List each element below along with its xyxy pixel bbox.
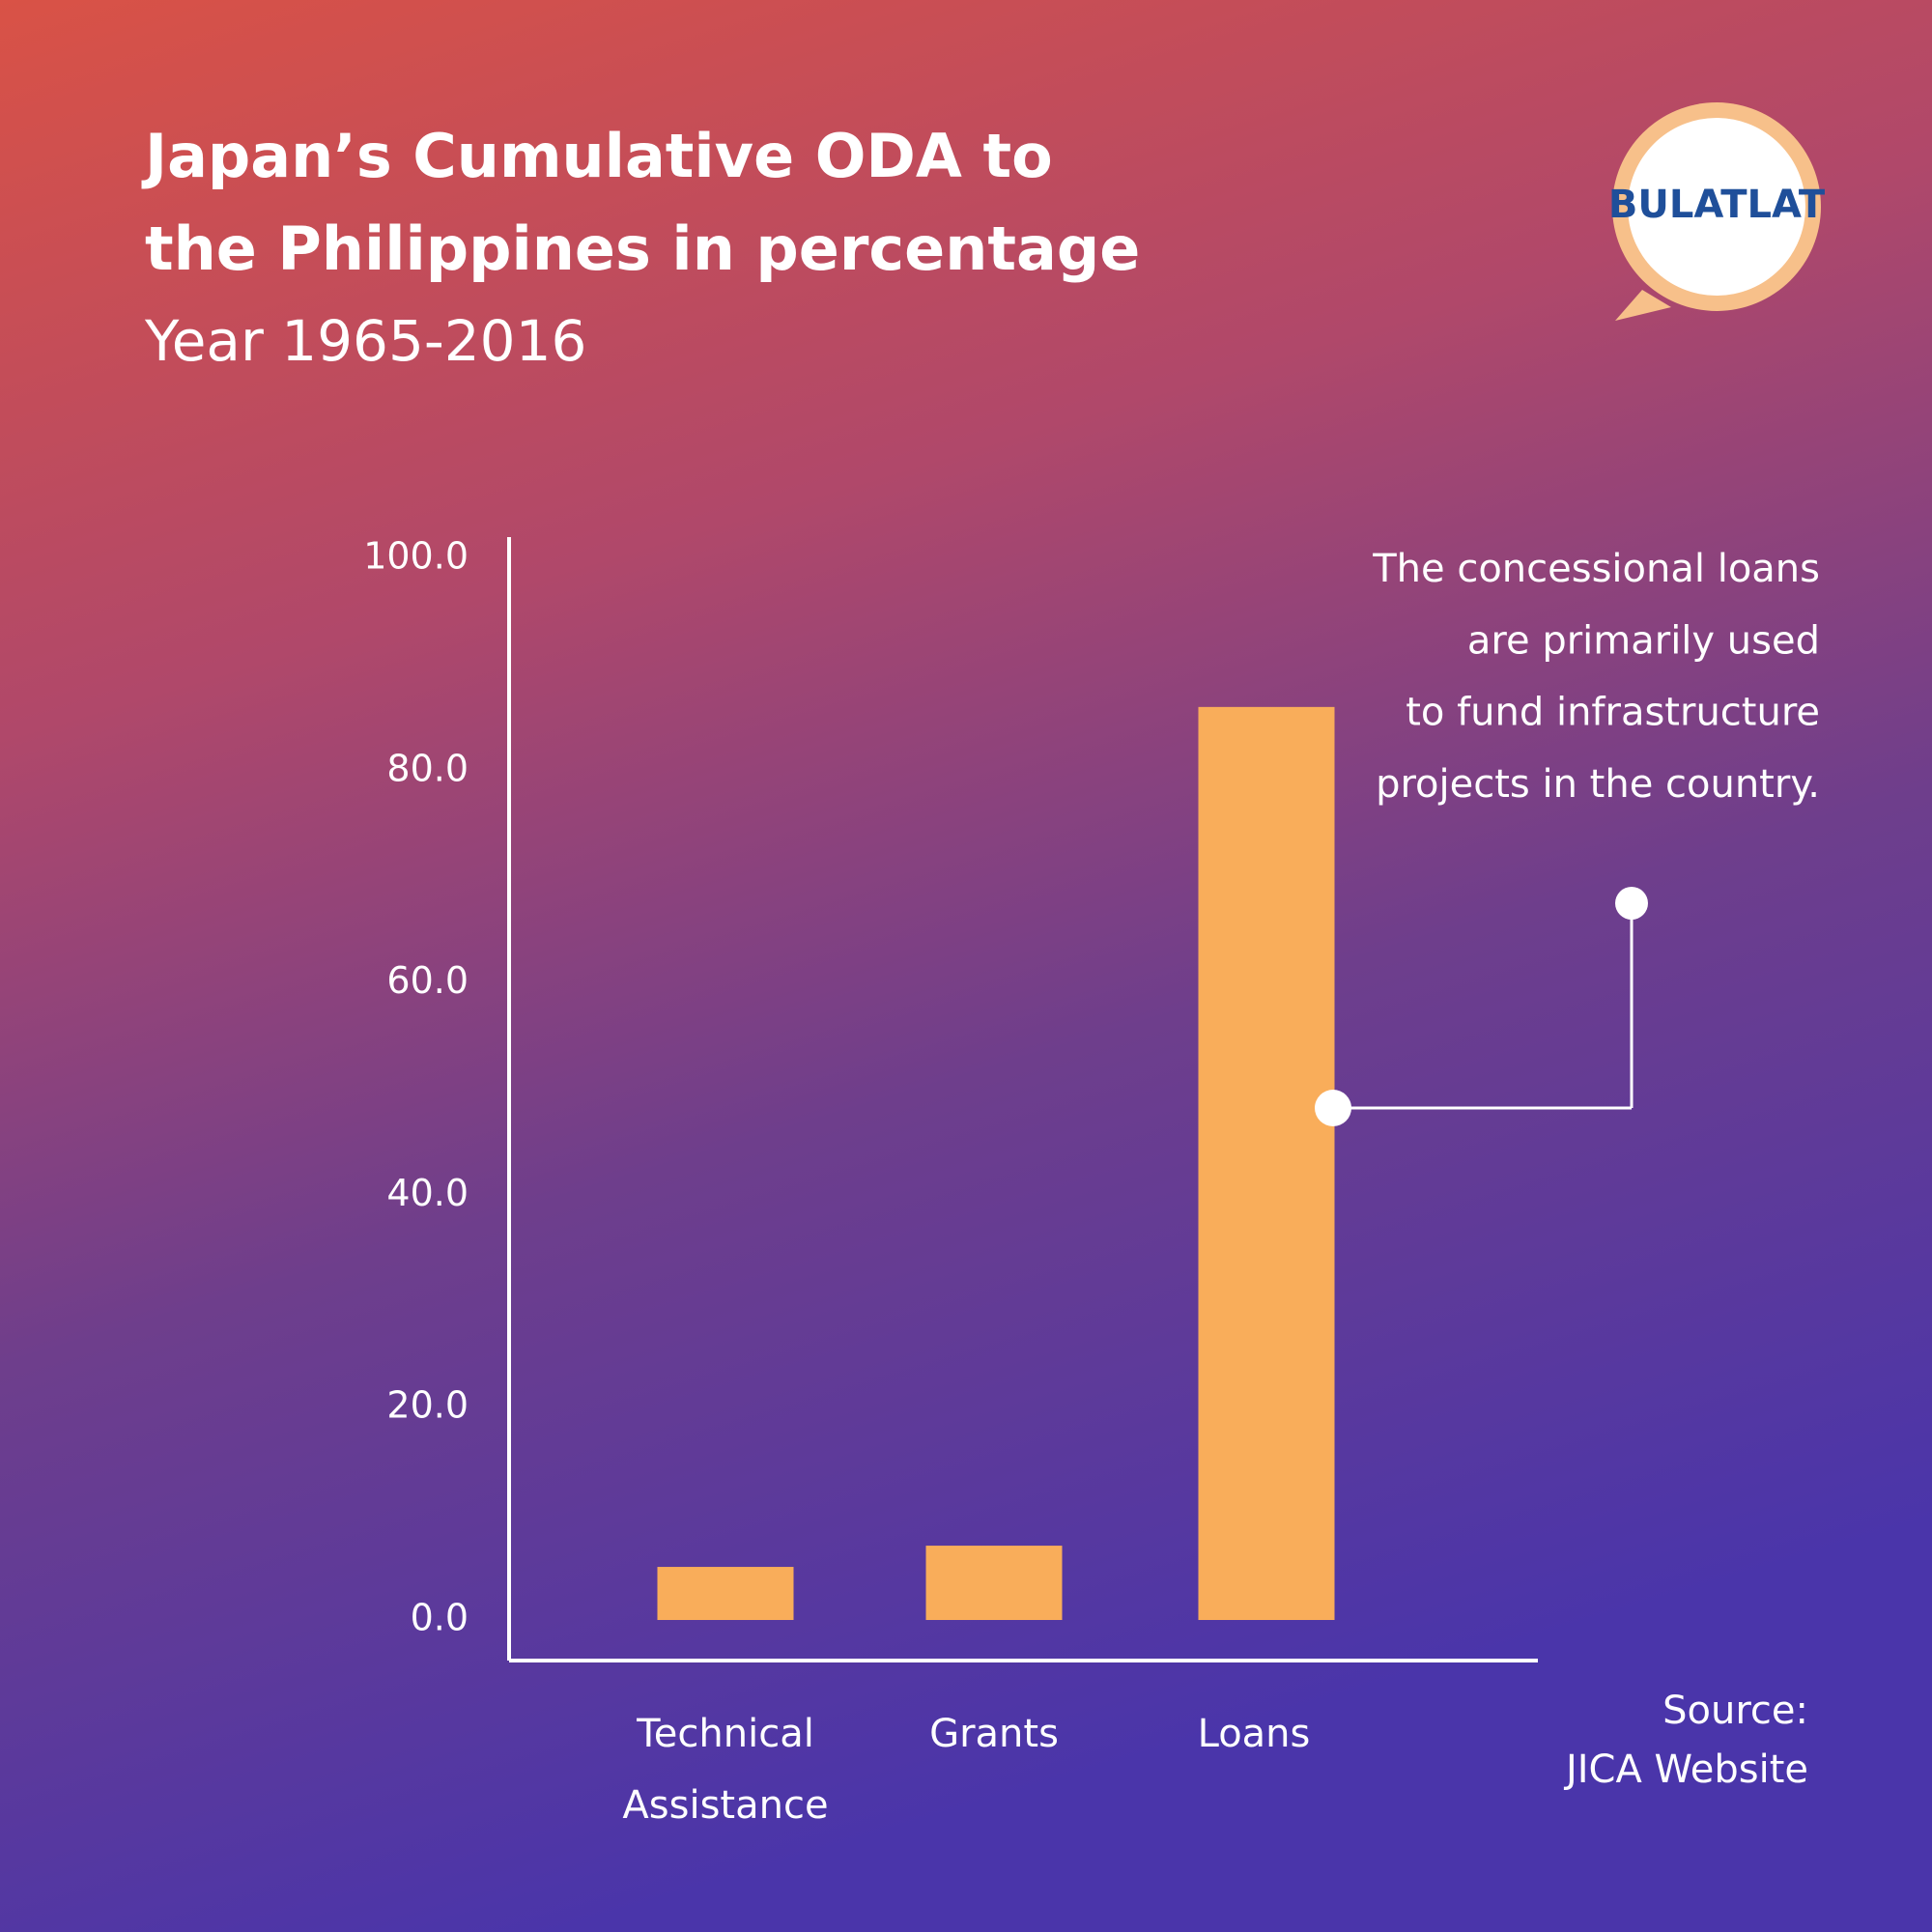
y-tick-label: 80.0 [386,747,469,789]
connector-dot [1315,1090,1351,1126]
annotation-line: projects in the country. [1376,762,1820,807]
source-line: JICA Website [1563,1747,1808,1792]
logo-text: BULATLAT [1608,183,1826,227]
logo-tail [1615,290,1671,321]
bar [657,1567,794,1620]
logo-disc [1628,118,1805,296]
connector-dot [1615,887,1648,920]
y-tick-label: 100.0 [363,535,469,578]
y-tick-label: 20.0 [386,1384,469,1427]
annotation-line: The concessional loans [1372,547,1820,591]
x-tick-label: Loans [1197,1712,1311,1756]
logo: BULATLAT [1608,102,1826,321]
x-tick-label: Grants [929,1712,1059,1756]
subtitle: Year 1965-2016 [144,308,586,374]
source-line: Source: [1662,1689,1808,1733]
title-line: Japan’s Cumulative ODA to [141,121,1053,191]
bar [925,1546,1063,1620]
title-line: the Philippines in percentage [145,213,1140,284]
annotation-line: are primarily used [1467,618,1820,663]
y-tick-label: 40.0 [386,1172,469,1214]
annotation-line: to fund infrastructure [1406,691,1820,735]
y-tick-label: 60.0 [386,959,469,1002]
x-tick-label: Technical Assistance [622,1712,829,1828]
bar [1198,706,1335,1620]
y-tick-label: 0.0 [411,1597,469,1639]
